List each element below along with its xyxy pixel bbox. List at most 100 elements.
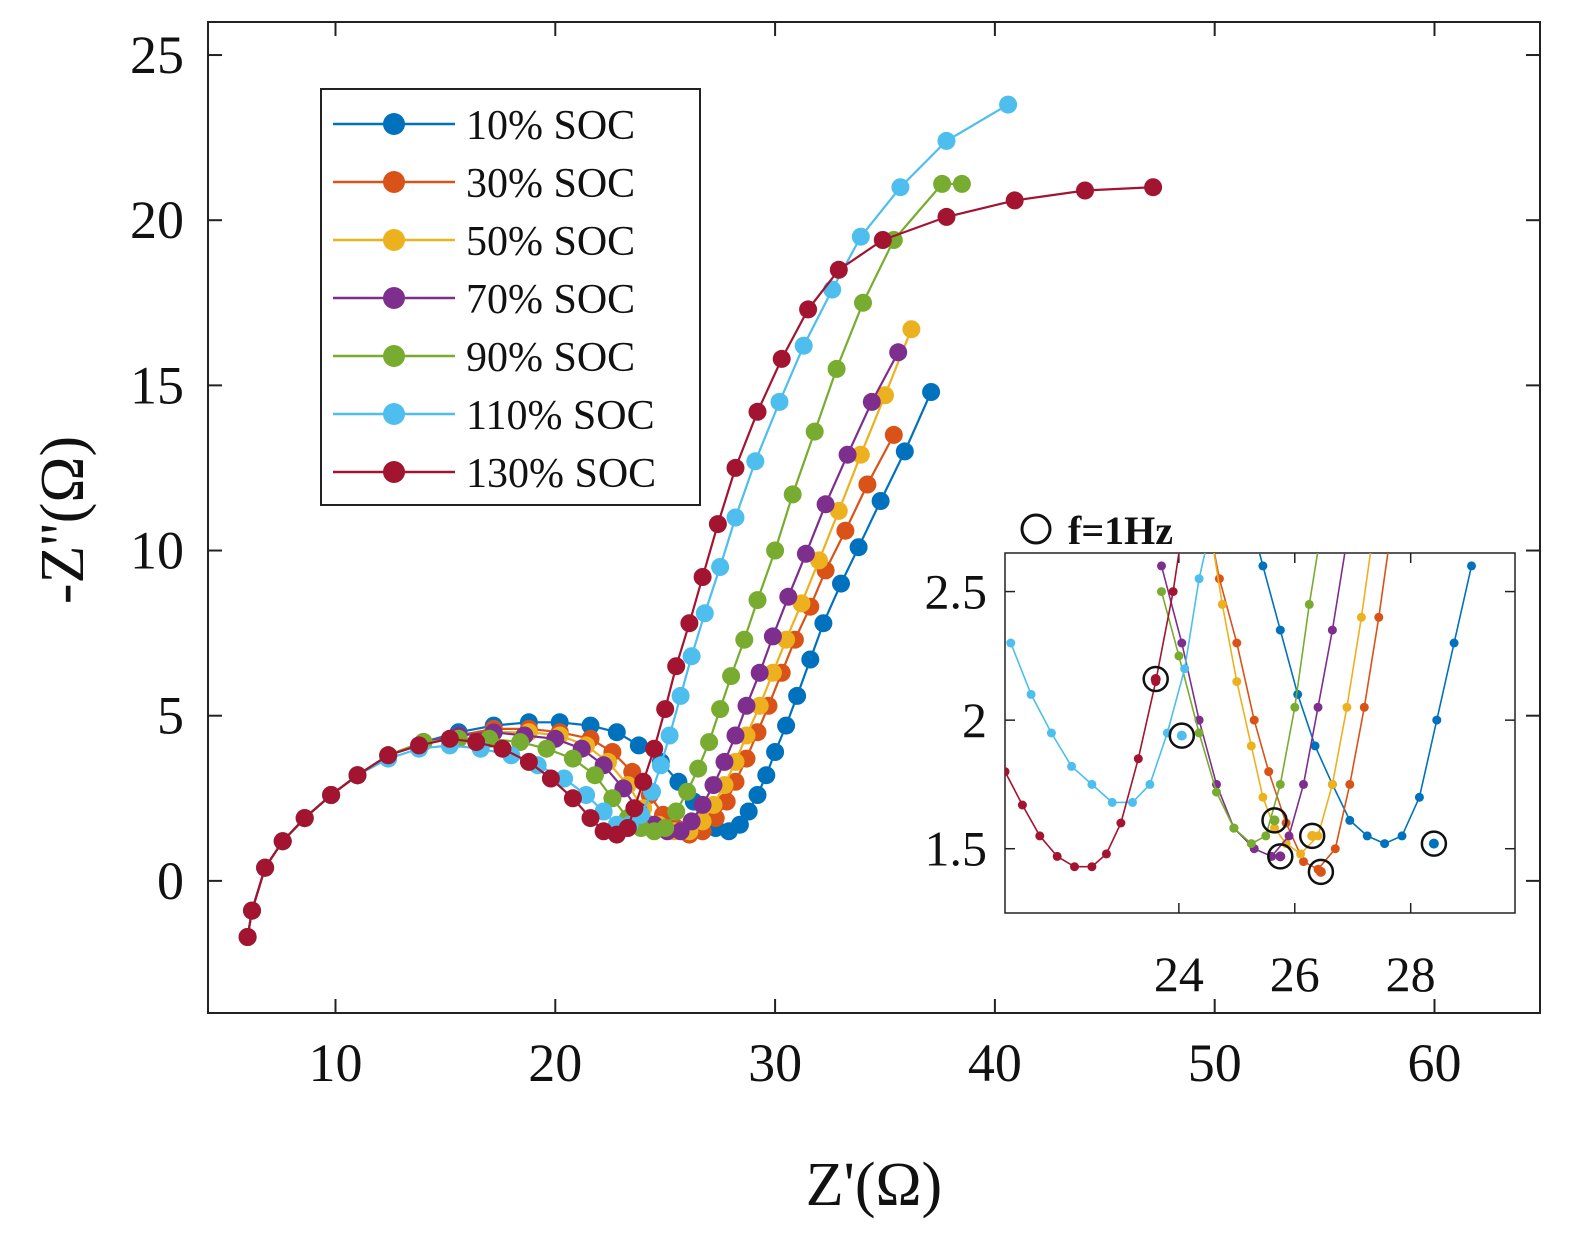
data-point — [493, 739, 512, 758]
inset-x-tick-label: 24 — [1154, 946, 1204, 1002]
data-point — [854, 293, 872, 312]
y-tick-label: 15 — [130, 355, 184, 415]
data-point — [849, 538, 868, 557]
data-point — [933, 174, 952, 193]
data-point — [726, 508, 745, 527]
inset-data-point — [1258, 561, 1268, 571]
series-130-soc — [238, 178, 1163, 946]
inset-y-tick-label: 2.5 — [925, 564, 988, 620]
inset-data-point — [1293, 689, 1303, 699]
data-point — [838, 445, 857, 464]
inset-data-point — [1246, 741, 1256, 751]
data-point — [772, 349, 791, 368]
inset-series-110-soc — [1006, 553, 1206, 807]
data-point — [766, 743, 785, 761]
data-point — [766, 541, 785, 560]
main-ticks: 10 20 30 40 50 60 0 5 10 15 20 25 — [130, 22, 1540, 1093]
inset-data-point — [1345, 779, 1355, 789]
data-point — [763, 663, 782, 682]
data-point — [737, 696, 756, 715]
data-point — [829, 260, 848, 279]
legend-item: 50% SOC — [333, 219, 635, 265]
data-point — [581, 716, 600, 735]
data-point — [952, 174, 971, 193]
x-tick-label: 50 — [1188, 1033, 1242, 1093]
inset-1hz-marker — [1420, 830, 1448, 857]
legend-marker — [383, 229, 405, 251]
data-point — [862, 392, 881, 411]
data-point — [563, 789, 582, 808]
inset-data-point — [1342, 702, 1352, 712]
data-point — [348, 766, 367, 785]
inset-data-point — [1330, 844, 1340, 854]
data-point — [884, 425, 903, 444]
data-point — [711, 558, 730, 576]
inset-1hz-point — [1176, 730, 1187, 741]
data-point — [322, 786, 341, 804]
inset-series-line — [1160, 553, 1346, 858]
inset-data-point — [1299, 779, 1308, 789]
inset-data-point — [1345, 815, 1355, 825]
data-point — [671, 686, 690, 705]
data-point — [726, 726, 745, 745]
data-point — [779, 587, 798, 606]
data-point — [851, 445, 870, 464]
inset-data-point — [1327, 625, 1337, 635]
inset-data-point — [1217, 599, 1227, 609]
data-point — [379, 746, 398, 765]
inset-data-point — [1327, 779, 1337, 789]
inset-data-point — [1116, 818, 1126, 828]
legend: 10% SOC 30% SOC 50% SOC 70% SOC 90% SOC 110% … — [320, 88, 701, 506]
inset-1hz-point — [1269, 815, 1280, 826]
inset-data-point — [1133, 754, 1143, 764]
inset-data-point — [1194, 574, 1204, 584]
data-point — [827, 359, 846, 378]
y-tick-label: 5 — [157, 686, 184, 746]
data-point — [693, 568, 712, 586]
inset-data-point — [1275, 779, 1285, 789]
data-point — [902, 320, 921, 339]
inset-1hz-point — [1275, 851, 1286, 862]
inset-data-point — [1296, 849, 1306, 859]
data-point — [999, 95, 1018, 114]
inset-data-point — [1174, 651, 1184, 661]
data-point — [750, 696, 769, 715]
data-point — [1076, 181, 1094, 200]
data-point — [796, 544, 815, 563]
data-point — [715, 752, 734, 771]
data-point — [555, 769, 574, 788]
inset-data-point — [1017, 800, 1027, 810]
data-point — [748, 786, 767, 804]
data-point — [700, 733, 719, 752]
legend-marker — [383, 113, 405, 135]
inset-ticks: 24 26 28 1.5 2 2.5 — [925, 553, 1515, 1002]
inset-data-point — [1374, 612, 1384, 622]
data-point — [541, 769, 560, 788]
inset-data-point — [1304, 599, 1314, 609]
y-tick-label: 0 — [157, 851, 184, 911]
inset-1hz-point — [1150, 674, 1161, 684]
data-point — [922, 383, 941, 401]
legend-item: 90% SOC — [333, 335, 635, 381]
data-point — [618, 819, 637, 837]
data-point — [585, 766, 604, 785]
inset-x-tick-label: 28 — [1386, 946, 1436, 1002]
data-point — [680, 614, 699, 633]
legend-label: 130% SOC — [466, 451, 656, 497]
data-point — [871, 492, 890, 510]
legend-marker — [383, 171, 405, 193]
inset-data-point — [1299, 857, 1308, 867]
y-axis-label: -Z''(Ω) — [29, 436, 97, 604]
legend-marker — [383, 403, 405, 425]
y-tick-label: 20 — [130, 190, 184, 250]
inset-chart: 24 26 28 1.5 2 2.5 f=1Hz — [925, 508, 1516, 1002]
data-point — [799, 300, 818, 319]
inset-data-point — [1249, 715, 1259, 725]
inset-data-point — [1046, 728, 1056, 738]
data-point — [750, 663, 769, 682]
data-point — [625, 799, 644, 818]
inset-data-point — [1026, 689, 1036, 699]
x-tick-label: 20 — [528, 1033, 582, 1093]
data-point — [836, 521, 855, 540]
